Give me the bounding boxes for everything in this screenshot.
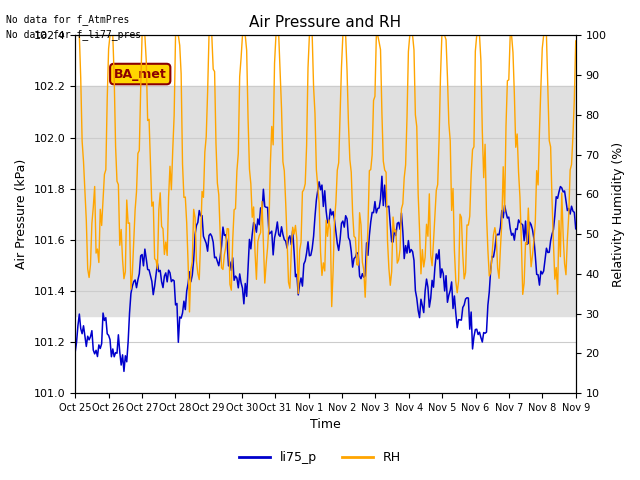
Title: Air Pressure and RH: Air Pressure and RH [250, 15, 401, 30]
Text: BA_met: BA_met [114, 68, 166, 81]
Y-axis label: Air Pressure (kPa): Air Pressure (kPa) [15, 159, 28, 269]
Text: No data for f_AtmPres
No data for f_li77_pres: No data for f_AtmPres No data for f_li77… [6, 14, 141, 40]
Bar [75, 86, 576, 316]
X-axis label: Time: Time [310, 419, 341, 432]
Legend: li75_p, RH: li75_p, RH [234, 446, 406, 469]
Y-axis label: Relativity Humidity (%): Relativity Humidity (%) [612, 142, 625, 287]
